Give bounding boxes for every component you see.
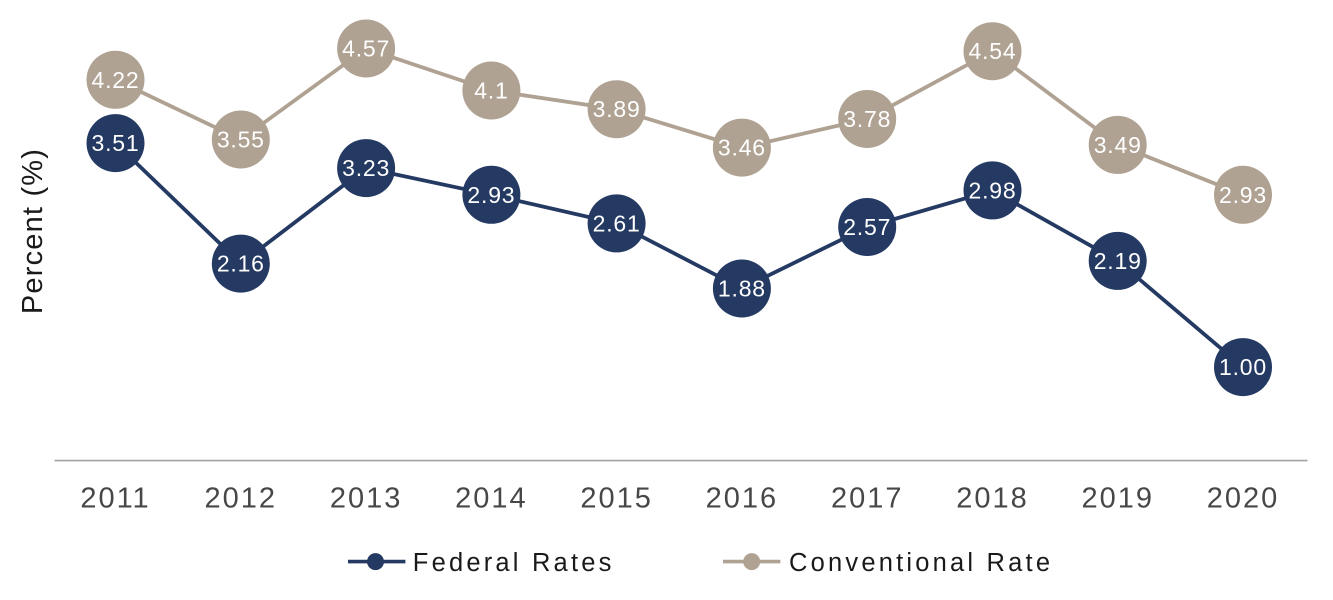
svg-text:2.57: 2.57 xyxy=(843,214,891,240)
svg-text:3.55: 3.55 xyxy=(217,127,265,153)
svg-text:3.23: 3.23 xyxy=(342,155,390,181)
svg-text:2020: 2020 xyxy=(1207,483,1280,515)
svg-text:Conventional Rate: Conventional Rate xyxy=(789,549,1053,577)
svg-text:4.54: 4.54 xyxy=(969,38,1017,64)
svg-text:4.57: 4.57 xyxy=(342,36,390,62)
svg-text:2.61: 2.61 xyxy=(593,210,641,236)
svg-text:2.93: 2.93 xyxy=(467,182,515,208)
svg-text:2019: 2019 xyxy=(1081,483,1154,515)
svg-text:2016: 2016 xyxy=(706,483,779,515)
svg-text:1.00: 1.00 xyxy=(1219,354,1267,380)
svg-text:2011: 2011 xyxy=(80,483,150,515)
svg-text:4.22: 4.22 xyxy=(92,67,140,93)
svg-text:2013: 2013 xyxy=(330,483,403,515)
svg-text:3.46: 3.46 xyxy=(718,135,766,161)
svg-text:2.98: 2.98 xyxy=(969,177,1017,203)
svg-text:2.93: 2.93 xyxy=(1219,182,1267,208)
svg-text:Percent (%): Percent (%) xyxy=(17,148,49,314)
svg-text:1.88: 1.88 xyxy=(718,276,766,302)
svg-text:2014: 2014 xyxy=(455,483,528,515)
svg-text:2.19: 2.19 xyxy=(1094,248,1142,274)
svg-text:2017: 2017 xyxy=(831,483,904,515)
svg-text:3.78: 3.78 xyxy=(843,106,891,132)
svg-text:2012: 2012 xyxy=(205,483,278,515)
svg-text:4.1: 4.1 xyxy=(474,78,508,104)
svg-text:3.49: 3.49 xyxy=(1094,132,1142,158)
svg-text:Federal Rates: Federal Rates xyxy=(413,549,615,577)
svg-text:3.89: 3.89 xyxy=(593,96,641,122)
svg-text:2.16: 2.16 xyxy=(217,251,265,277)
svg-text:2015: 2015 xyxy=(580,483,653,515)
svg-text:2018: 2018 xyxy=(956,483,1029,515)
svg-text:3.51: 3.51 xyxy=(92,130,140,156)
